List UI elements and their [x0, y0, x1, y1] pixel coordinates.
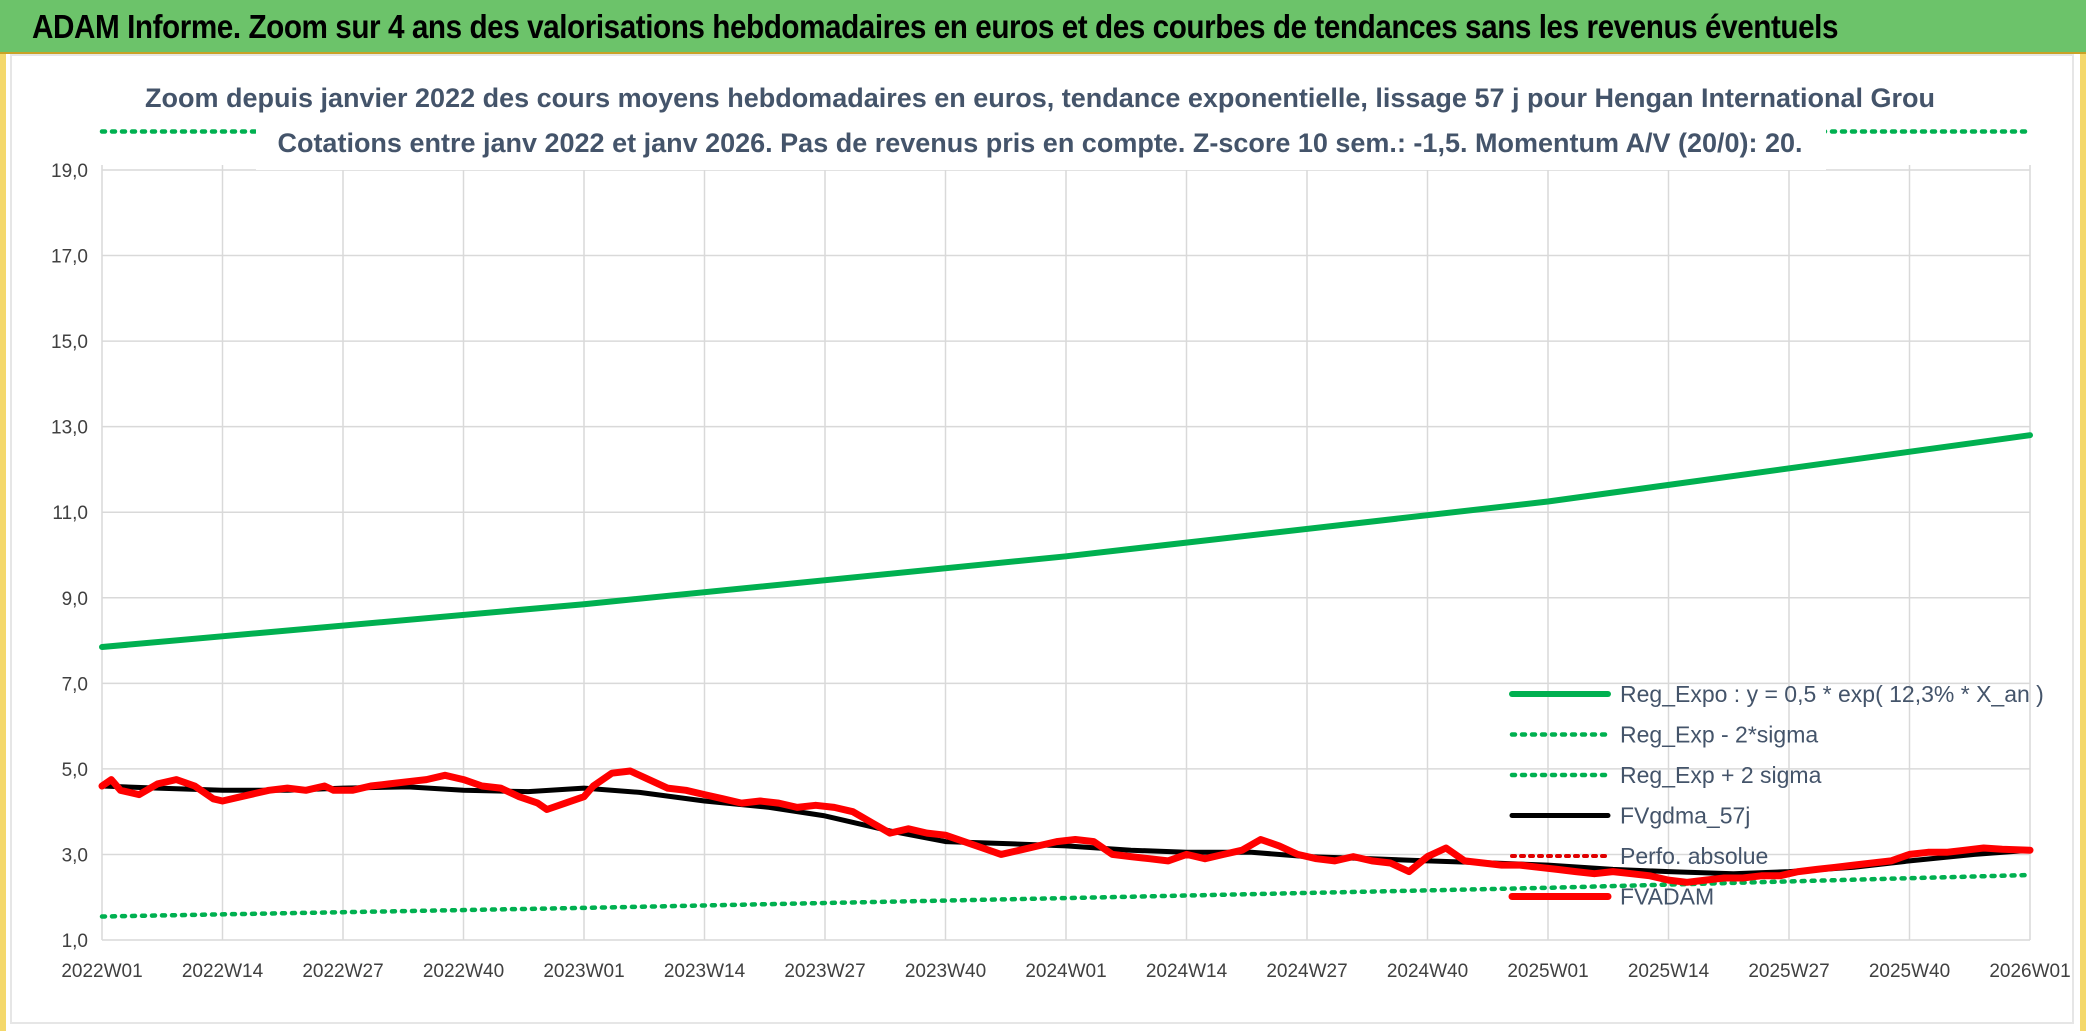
series-group: [98, 432, 2034, 919]
page-title: ADAM Informe. Zoom sur 4 ans des valoris…: [32, 8, 1839, 45]
x-tick-label: 2025W01: [1507, 961, 1588, 982]
legend-label: Reg_Exp + 2 sigma: [1620, 762, 1822, 788]
series-line-fvgdma-57j: [99, 783, 2033, 877]
x-tick-label: 2022W14: [182, 961, 264, 982]
legend-label: Reg_Expo : y = 0,5 * exp( 12,3% * X_an ): [1620, 681, 2044, 707]
y-tick-label: 3,0: [62, 845, 88, 866]
y-tick-label: 9,0: [62, 589, 88, 610]
header-bar: ADAM Informe. Zoom sur 4 ans des valoris…: [0, 0, 2086, 54]
subtitle-background: [256, 72, 1826, 170]
x-tick-label: 2022W01: [61, 961, 142, 982]
y-tick-label: 15,0: [51, 332, 88, 353]
y-tick-label: 17,0: [51, 247, 88, 268]
x-tick-label: 2023W40: [905, 961, 986, 982]
chart-frame: [10, 54, 2074, 1024]
x-tick-label: 2024W27: [1266, 961, 1347, 982]
x-tick-label: 2022W40: [423, 961, 504, 982]
x-tick-label: 2025W14: [1628, 961, 1710, 982]
x-tick-label: 2023W27: [784, 961, 865, 982]
legend-label: Reg_Exp - 2*sigma: [1620, 722, 1818, 748]
x-tick-label: 2024W14: [1146, 961, 1228, 982]
x-tick-label: 2025W27: [1748, 961, 1829, 982]
x-tick-label: 2023W01: [543, 961, 624, 982]
x-tick-label: 2026W01: [1989, 961, 2070, 982]
legend-label: FVgdma_57j: [1620, 803, 1750, 829]
right-frame-stripe: [2080, 54, 2086, 1031]
series-line-reg-exp-2-sigma: [99, 872, 2033, 919]
chart-legend: Reg_Expo : y = 0,5 * exp( 12,3% * X_an )…: [1508, 681, 2044, 910]
y-tick-label: 7,0: [62, 674, 88, 695]
x-tick-label: 2024W01: [1025, 961, 1106, 982]
left-frame-stripe: [0, 54, 6, 1031]
y-tick-label: 1,0: [62, 931, 88, 952]
legend-label: FVADAM: [1620, 884, 1714, 910]
x-tick-label: 2022W27: [302, 961, 383, 982]
y-axis-ticks: 1,0 3,0 5,0 7,0 9,0 11,0 13,0 15,0 17,0 19,0: [51, 161, 88, 952]
y-tick-label: 13,0: [51, 418, 88, 439]
x-tick-label: 2024W40: [1387, 961, 1468, 982]
x-axis-ticks: 2022W01 2022W14 2022W27 2022W40 2023W01 2023W…: [61, 961, 2070, 982]
series-line-fvadam: [98, 767, 2034, 886]
x-tick-label: 2023W14: [664, 961, 746, 982]
x-tick-label: 2025W40: [1869, 961, 1950, 982]
chart-subtitle-line1: Zoom depuis janvier 2022 des cours moyen…: [145, 83, 1935, 113]
legend-label: Perfo. absolue: [1620, 843, 1768, 869]
chart-subtitle-line2: Cotations entre janv 2022 et janv 2026. …: [277, 128, 1802, 158]
y-tick-label: 5,0: [62, 760, 88, 781]
y-tick-label: 19,0: [51, 161, 88, 182]
series-line-reg-expo-y-0-5-exp-12-3-x-an: [99, 432, 2033, 650]
y-tick-label: 11,0: [52, 503, 88, 524]
